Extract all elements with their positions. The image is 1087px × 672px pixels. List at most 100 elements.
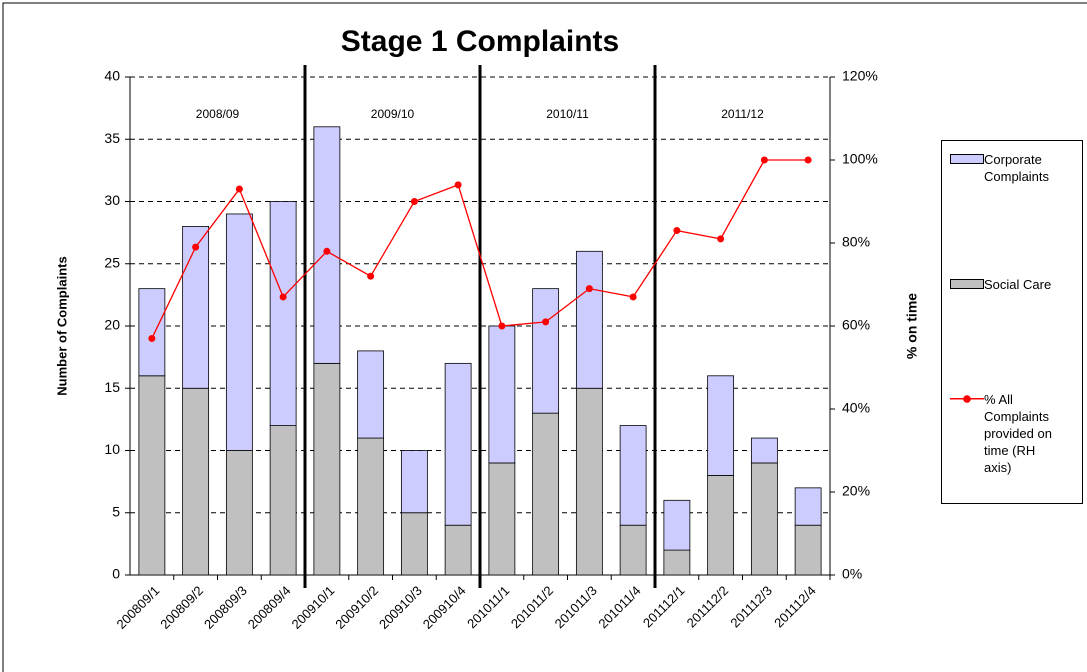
x-tick-label: 200910/1 (288, 583, 337, 632)
x-tick-label: 200910/3 (376, 583, 425, 632)
x-tick-label: 201011/3 (552, 583, 600, 631)
x-tick-label: 201112/1 (640, 583, 688, 631)
bar (357, 350, 385, 439)
chart-title: Stage 1 Complaints (341, 25, 619, 58)
y2-tick-label: 20% (842, 483, 870, 499)
bar (313, 362, 341, 576)
legend-swatch (950, 154, 984, 164)
bar (138, 288, 166, 377)
y2-tick-label: 120% (842, 68, 878, 84)
bar (444, 362, 472, 526)
bar (619, 524, 647, 576)
x-tick-label: 201112/3 (727, 583, 775, 631)
bar (400, 450, 428, 514)
legend: Corporate Complaints Social Care % All Com… (941, 140, 1083, 504)
y-tick-label: 40 (104, 68, 120, 84)
x-tick-label: 201011/2 (508, 583, 556, 631)
y-tick-label: 15 (104, 379, 120, 395)
bar (619, 425, 647, 526)
bar (138, 375, 166, 576)
legend-item: Social Care (950, 276, 1084, 293)
point (629, 293, 637, 301)
bar (225, 213, 253, 451)
bar (707, 375, 735, 476)
y-tick-label: 20 (104, 317, 120, 333)
bar (750, 437, 778, 464)
x-tick-label: 200809/3 (201, 583, 250, 632)
bar (400, 512, 428, 576)
y2-tick-label: 40% (842, 400, 870, 416)
bar (444, 524, 472, 576)
legend-item: Corporate Complaints (950, 151, 1084, 185)
x-tick-label: 200809/4 (245, 583, 294, 632)
x-tick-label: 200910/2 (332, 583, 381, 632)
bar (750, 462, 778, 576)
bar (488, 462, 516, 576)
period-label: 2010/11 (546, 107, 589, 121)
bar (575, 250, 603, 389)
point (804, 156, 812, 164)
point (454, 181, 462, 189)
legend-label: Social Care (984, 277, 1052, 292)
bar (663, 499, 691, 551)
period-label: 2008/09 (196, 107, 240, 121)
x-tick-label: 200809/1 (113, 583, 162, 632)
x-tick-label: 200910/4 (420, 583, 469, 632)
point (235, 185, 243, 193)
period-label: 2011/12 (721, 107, 764, 121)
x-tick-label: 201011/1 (464, 583, 512, 631)
bar (357, 437, 385, 576)
bar (575, 387, 603, 576)
bar (794, 524, 822, 576)
x-tick-label: 201011/4 (595, 583, 643, 631)
point (323, 247, 331, 255)
point (585, 285, 593, 293)
point (673, 227, 681, 235)
y-tick-label: 0 (112, 566, 120, 582)
point (717, 235, 725, 243)
y2-tick-label: 0% (842, 566, 862, 582)
point (410, 198, 418, 205)
bar (269, 201, 297, 427)
line (151, 159, 809, 339)
y-tick-label: 30 (104, 192, 120, 208)
legend-label: % All Complaints provided on time (RH ax… (984, 392, 1052, 475)
bar (225, 450, 253, 576)
x-tick-label: 200809/2 (157, 583, 206, 632)
x-tick-label: 201112/2 (684, 583, 732, 631)
y2-tick-label: 100% (842, 151, 878, 167)
legend-swatch (950, 394, 984, 404)
point (192, 243, 200, 251)
legend-swatch (950, 279, 984, 289)
bar (794, 487, 822, 526)
y-axis-label: Number of Complaints (54, 256, 69, 395)
y-tick-label: 35 (104, 130, 120, 146)
y-tick-label: 10 (104, 441, 120, 457)
bar (182, 225, 210, 389)
y-tick-label: 25 (104, 254, 120, 270)
bar (663, 549, 691, 576)
point (367, 272, 375, 280)
y2-tick-label: 80% (842, 234, 870, 250)
bar (488, 325, 516, 464)
bar (182, 387, 210, 576)
point (148, 334, 156, 342)
bar (707, 474, 735, 576)
bar (532, 412, 560, 576)
point (498, 322, 506, 330)
point (279, 293, 287, 301)
bar (269, 425, 297, 576)
point (542, 318, 550, 326)
bar (532, 288, 560, 414)
point (760, 156, 768, 164)
bar (313, 126, 341, 364)
legend-item: % All Complaints provided on time (RH ax… (950, 391, 1084, 476)
y-tick-label: 5 (112, 503, 120, 519)
y2-tick-label: 60% (842, 317, 870, 333)
y2-axis-label: % on time (904, 293, 920, 359)
period-label: 2009/10 (371, 107, 415, 121)
x-tick-label: 201112/4 (771, 583, 819, 631)
